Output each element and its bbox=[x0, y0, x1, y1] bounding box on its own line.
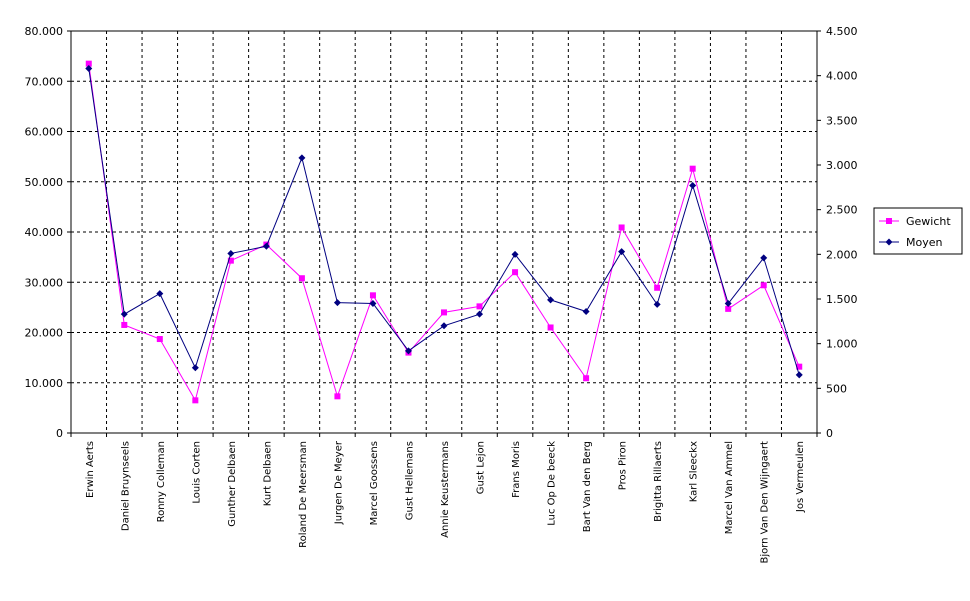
left-tick-label: 10.000 bbox=[25, 377, 64, 390]
data-point-gewicht bbox=[547, 324, 554, 331]
data-point-moyen bbox=[511, 250, 519, 258]
data-point-gewicht bbox=[796, 363, 803, 370]
right-tick-label: 3.000 bbox=[826, 159, 858, 172]
data-point-moyen bbox=[404, 347, 412, 355]
data-point-moyen bbox=[547, 296, 555, 304]
category-label: Louis Corten bbox=[191, 441, 202, 504]
right-tick-label: 3.500 bbox=[826, 114, 858, 127]
right-tick-label: 0 bbox=[826, 427, 833, 440]
category-label: Kurt Delbaen bbox=[262, 441, 273, 506]
data-point-gewicht bbox=[85, 60, 92, 67]
data-point-gewicht bbox=[689, 165, 696, 172]
data-point-gewicht bbox=[654, 284, 661, 291]
category-label: Roland De Meersman bbox=[298, 441, 309, 548]
data-point-moyen bbox=[795, 371, 803, 379]
data-point-gewicht bbox=[192, 397, 199, 404]
category-label: Annie Keustermans bbox=[440, 441, 451, 538]
data-point-gewicht bbox=[725, 305, 732, 312]
left-tick-label: 70.000 bbox=[25, 75, 64, 88]
data-point-gewicht bbox=[121, 321, 128, 328]
data-point-moyen bbox=[227, 249, 235, 257]
category-label: Gust Hellemans bbox=[404, 441, 415, 520]
category-label: Luc Op De beeck bbox=[547, 441, 558, 526]
legend-label: Moyen bbox=[906, 236, 942, 249]
data-point-gewicht bbox=[334, 393, 341, 400]
legend-marker bbox=[886, 218, 892, 224]
data-point-gewicht bbox=[298, 275, 305, 282]
left-tick-label: 0 bbox=[56, 427, 63, 440]
data-point-gewicht bbox=[618, 224, 625, 231]
left-tick-label: 60.000 bbox=[25, 126, 64, 139]
category-label: Daniel Bruynseels bbox=[120, 441, 131, 531]
legend: Gewicht Moyen bbox=[873, 207, 963, 255]
data-point-moyen bbox=[298, 154, 306, 162]
category-label: Brigitta Rillaerts bbox=[653, 441, 664, 522]
right-tick-label: 1.000 bbox=[826, 338, 858, 351]
data-point-gewicht bbox=[441, 309, 447, 316]
category-label: Jurgen De Meyer bbox=[333, 440, 344, 525]
category-label: Bjorn Van Den Wijngaert bbox=[760, 441, 771, 564]
left-tick-label: 50.000 bbox=[25, 176, 64, 189]
right-tick-label: 2.500 bbox=[826, 204, 858, 217]
data-point-moyen bbox=[85, 65, 93, 73]
legend-label: Gewicht bbox=[906, 215, 951, 228]
data-point-moyen bbox=[724, 299, 732, 307]
category-label: Erwin Aerts bbox=[85, 441, 96, 498]
data-point-moyen bbox=[120, 310, 128, 318]
left-tick-label: 40.000 bbox=[25, 226, 64, 239]
category-label: Pros Piron bbox=[618, 441, 629, 490]
data-point-moyen bbox=[582, 308, 590, 316]
left-tick-label: 80.000 bbox=[25, 25, 64, 38]
right-tick-label: 500 bbox=[826, 382, 847, 395]
left-tick-label: 20.000 bbox=[25, 327, 64, 340]
data-point-moyen bbox=[618, 248, 626, 256]
right-tick-label: 4.000 bbox=[826, 70, 858, 83]
category-label: Karl Sleeckx bbox=[689, 441, 700, 502]
category-label: Gust Lejon bbox=[476, 441, 487, 494]
data-point-moyen bbox=[440, 322, 448, 330]
left-tick-label: 30.000 bbox=[25, 276, 64, 289]
category-label: Jos Vermeulen bbox=[795, 441, 806, 513]
category-label: Gunther Delbaen bbox=[227, 441, 238, 527]
category-label: Frans Moris bbox=[511, 441, 522, 498]
data-point-moyen bbox=[191, 364, 199, 372]
category-label: Marcel Goossens bbox=[369, 441, 380, 525]
plot-area bbox=[70, 30, 818, 434]
data-point-gewicht bbox=[476, 303, 483, 310]
category-label: Marcel Van Ammel bbox=[724, 441, 735, 534]
right-tick-label: 4.500 bbox=[826, 25, 858, 38]
data-point-moyen bbox=[262, 242, 270, 250]
data-point-moyen bbox=[653, 300, 661, 308]
category-label: Bart Van den Berg bbox=[582, 441, 593, 532]
data-point-gewicht bbox=[512, 269, 519, 276]
data-point-moyen bbox=[760, 254, 768, 262]
data-point-gewicht bbox=[583, 375, 590, 382]
data-point-moyen bbox=[369, 299, 377, 307]
right-tick-label: 1.500 bbox=[826, 293, 858, 306]
right-tick-label: 2.000 bbox=[826, 248, 858, 261]
legend-box bbox=[873, 207, 963, 255]
data-point-moyen bbox=[689, 182, 697, 190]
data-point-moyen bbox=[333, 299, 341, 307]
data-point-gewicht bbox=[227, 257, 234, 264]
data-point-gewicht bbox=[369, 292, 376, 299]
legend-marker bbox=[885, 238, 893, 246]
data-point-moyen bbox=[476, 310, 484, 318]
data-point-gewicht bbox=[760, 282, 767, 289]
category-label: Ronny Colleman bbox=[156, 441, 167, 522]
data-point-moyen bbox=[156, 290, 164, 298]
data-point-gewicht bbox=[156, 336, 163, 343]
